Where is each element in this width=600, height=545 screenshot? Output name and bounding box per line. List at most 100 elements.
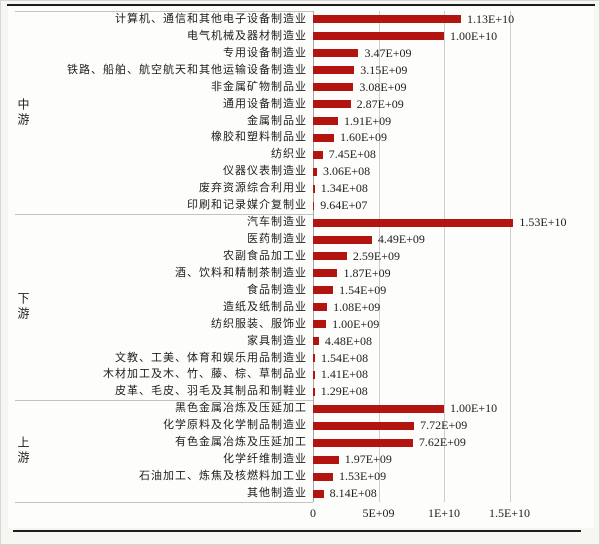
bar (313, 286, 334, 295)
bar (313, 100, 351, 109)
category-label: 其他制造业 (247, 487, 307, 499)
value-label: 4.49E+09 (377, 232, 425, 247)
bar (313, 167, 317, 176)
bar (313, 269, 338, 278)
bar (313, 337, 319, 346)
plot-background (8, 7, 594, 528)
value-label: 1.29E+08 (320, 384, 368, 399)
bar (313, 201, 315, 210)
bar (313, 354, 316, 363)
value-label: 1.34E+08 (320, 181, 368, 196)
bar (313, 421, 415, 430)
group-label: 上游 (16, 436, 30, 467)
group-label: 中游 (16, 97, 30, 128)
bar (313, 66, 355, 75)
category-label: 专用设备制造业 (223, 46, 307, 59)
bottom-border-rule (13, 530, 581, 532)
value-label: 9.64E+07 (320, 198, 368, 213)
category-label: 石油加工、炼焦及核燃料加工业 (139, 470, 307, 483)
value-label: 3.15E+09 (360, 62, 408, 77)
category-label: 黑色金属冶炼及压延加工 (175, 402, 307, 415)
category-label: 印刷和记录媒介复制业 (187, 199, 307, 212)
x-tick-label: 1E+10 (427, 505, 461, 520)
value-label: 7.62E+09 (418, 435, 466, 450)
category-label: 汽车制造业 (247, 216, 307, 229)
category-label: 废弃资源综合利用业 (199, 182, 307, 195)
gridline (509, 11, 511, 502)
bar (313, 472, 334, 481)
value-label: 1.00E+10 (450, 28, 498, 43)
category-label: 酒、饮料和精制茶制造业 (175, 266, 307, 279)
category-label: 食品制造业 (247, 283, 307, 296)
bar (313, 184, 315, 193)
top-border-rule (7, 4, 595, 6)
value-label: 3.47E+09 (364, 45, 412, 60)
x-tick-label: 5E+09 (362, 505, 395, 520)
category-label: 仪器仪表制造业 (223, 165, 307, 178)
value-label: 1.13E+10 (467, 11, 515, 26)
bar (313, 83, 354, 92)
group-separator (15, 501, 313, 503)
x-tick-label: 0 (310, 505, 316, 520)
value-label: 1.53E+10 (519, 215, 567, 230)
value-label: 1.60E+09 (339, 130, 388, 145)
bar (313, 455, 339, 464)
category-label: 电气机械及器材制造业 (187, 29, 307, 42)
category-label: 纺织服装、服饰业 (211, 317, 307, 330)
bar (313, 438, 413, 447)
value-label: 7.45E+08 (328, 147, 376, 162)
category-label: 家具制造业 (247, 334, 307, 347)
category-label: 皮革、毛皮、羽毛及其制品和制鞋业 (115, 385, 307, 398)
value-label: 8.14E+08 (329, 486, 377, 500)
bar (313, 32, 444, 41)
bar (313, 320, 327, 329)
category-label: 化学原料及化学制品制造业 (163, 419, 307, 432)
category-label: 农副食品加工业 (223, 249, 307, 262)
category-label: 医药制造业 (247, 233, 307, 246)
value-label: 1.54E+08 (321, 350, 369, 365)
bar (313, 370, 315, 379)
value-label: 1.00E+10 (450, 401, 498, 416)
value-label: 1.54E+09 (339, 282, 387, 297)
value-label: 1.00E+09 (332, 316, 380, 331)
category-label: 造纸及纸制品业 (223, 300, 307, 313)
bar (313, 387, 315, 396)
value-label: 4.48E+08 (324, 333, 372, 348)
bar (313, 404, 444, 413)
category-label: 橡胶和塑料制品业 (211, 131, 307, 144)
category-label: 通用设备制造业 (223, 97, 307, 110)
bar (313, 218, 514, 227)
category-label: 非金属矿物制品业 (211, 80, 307, 93)
group-separator (15, 11, 313, 12)
value-label: 1.53E+09 (339, 469, 387, 484)
bar (313, 49, 359, 58)
bar (313, 303, 328, 312)
value-label: 3.06E+08 (323, 164, 371, 179)
category-label: 计算机、通信和其他电子设备制造业 (115, 12, 307, 25)
value-label: 1.91E+09 (344, 113, 392, 128)
group-separator (15, 400, 313, 402)
bar (313, 150, 323, 159)
value-label: 7.72E+09 (420, 418, 468, 433)
category-label: 有色金属冶炼及压延加工 (175, 436, 307, 449)
value-label: 2.87E+09 (356, 96, 404, 111)
category-label: 文教、工美、体育和娱乐用品制造业 (115, 351, 307, 364)
value-label: 1.08E+09 (333, 299, 381, 314)
value-label: 2.59E+09 (352, 248, 401, 263)
value-label: 1.41E+08 (320, 367, 368, 382)
category-label: 化学纤维制造业 (223, 453, 307, 466)
bar (313, 15, 462, 24)
value-label: 3.08E+09 (359, 79, 407, 94)
category-label: 金属制品业 (247, 114, 307, 127)
gridline (444, 11, 445, 502)
category-label: 纺织业 (271, 148, 307, 161)
bar (313, 133, 334, 142)
bar (313, 235, 372, 244)
category-label: 铁路、船舶、航空航天和其他运输设备制造业 (67, 63, 307, 76)
group-separator (15, 214, 313, 216)
bar (313, 252, 347, 261)
bar (313, 117, 339, 126)
bar (313, 489, 324, 498)
category-label: 木材加工及木、竹、藤、棕、草制品业 (103, 368, 307, 381)
